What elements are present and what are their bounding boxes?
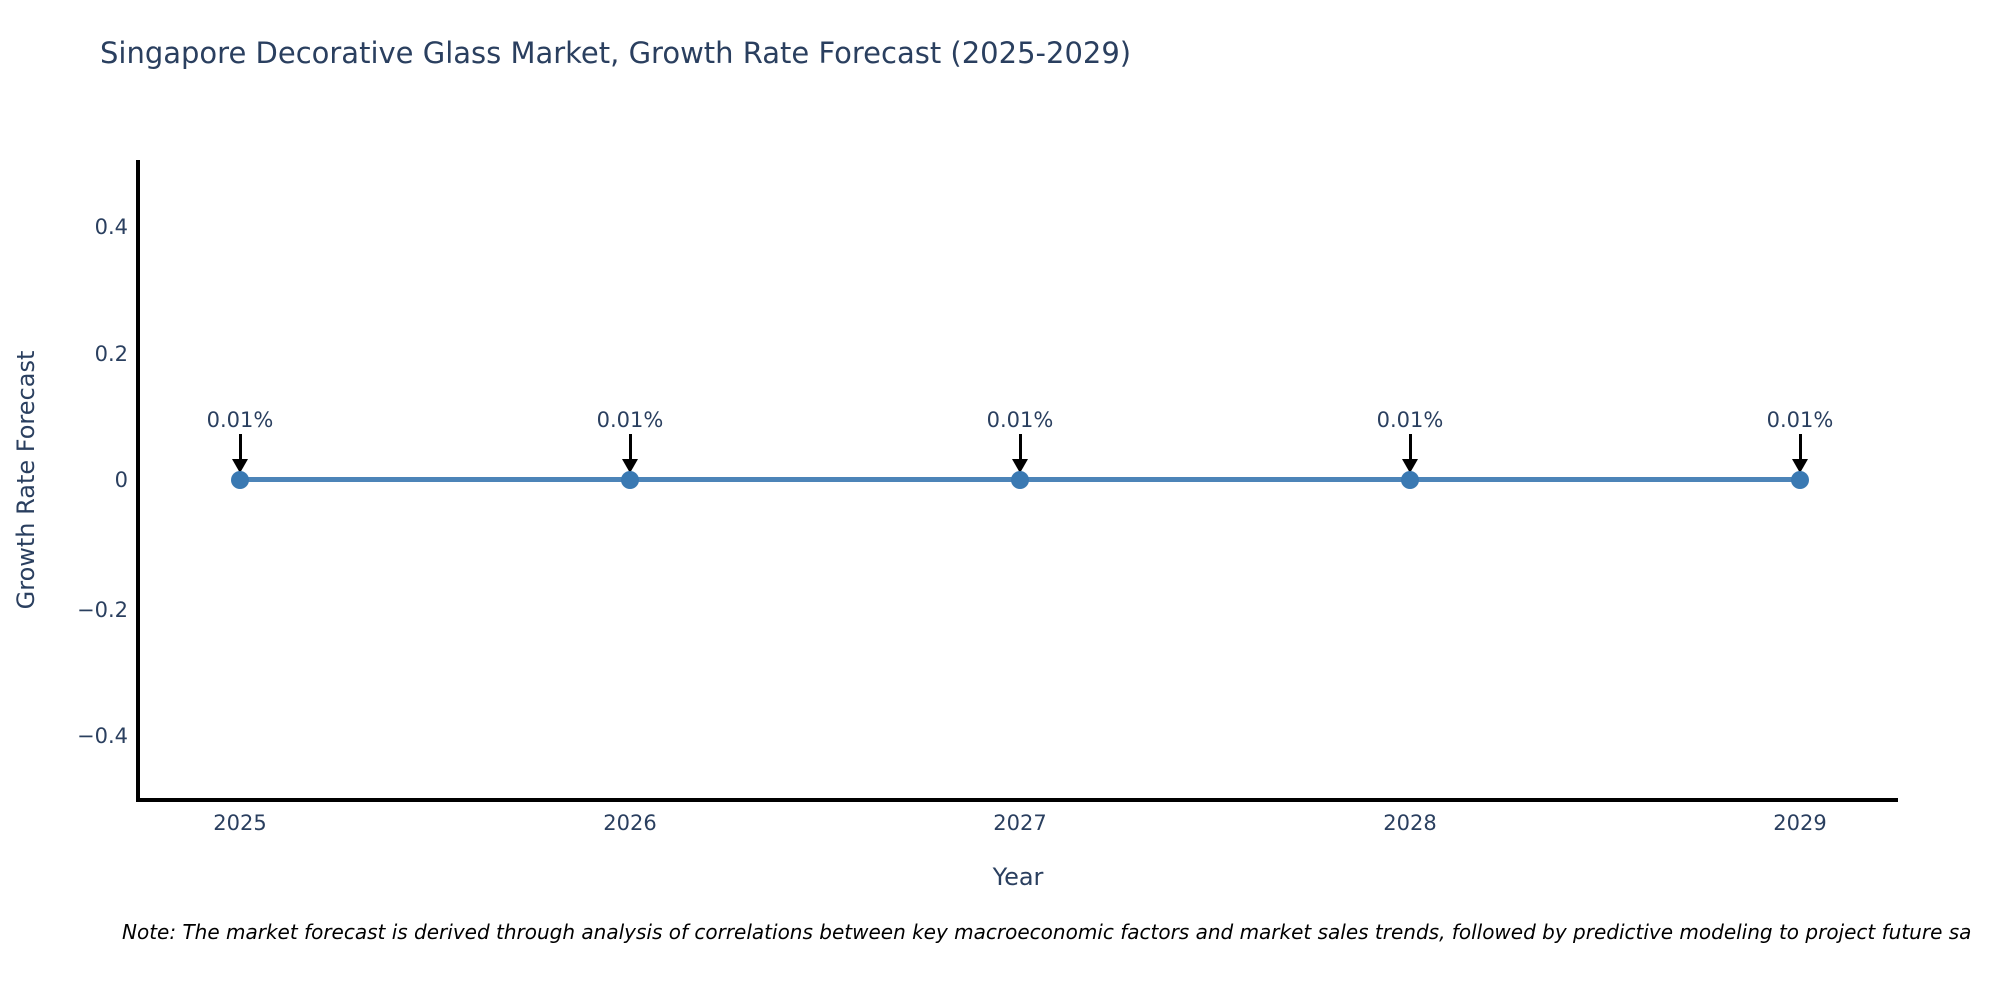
annotation-arrow [1018,434,1022,462]
y-tick-label: −0.4 [77,724,128,748]
annotation-arrowhead-icon [1012,459,1028,473]
y-axis-line [136,160,140,802]
y-tick-label: −0.2 [77,598,128,622]
data-point-label: 0.01% [986,408,1054,432]
y-tick-label: 0 [114,468,128,492]
x-tick-label: 2027 [993,811,1047,835]
annotation-arrowhead-icon [232,459,248,473]
y-tick-label: 0.2 [94,342,128,366]
annotation-arrowhead-icon [1792,459,1808,473]
annotation-arrow [238,434,242,462]
annotation-arrow [1408,434,1412,462]
annotation-arrowhead-icon [622,459,638,473]
x-axis-line [136,798,1898,802]
chart-title: Singapore Decorative Glass Market, Growt… [100,36,1132,70]
y-axis-title: Growth Rate Forecast [12,350,40,610]
x-tick-label: 2026 [603,811,657,835]
data-point-label: 0.01% [596,408,664,432]
data-point-marker[interactable] [231,471,249,489]
x-tick-label: 2028 [1383,811,1437,835]
x-tick-label: 2029 [1773,811,1827,835]
annotation-arrowhead-icon [1402,459,1418,473]
data-point-marker[interactable] [1401,471,1419,489]
data-point-marker[interactable] [621,471,639,489]
data-point-marker[interactable] [1791,471,1809,489]
y-tick-label: 0.4 [94,215,128,239]
annotation-arrow [628,434,632,462]
data-point-label: 0.01% [1376,408,1444,432]
chart-footnote: Note: The market forecast is derived thr… [122,920,1972,944]
data-point-marker[interactable] [1011,471,1029,489]
data-point-label: 0.01% [1766,408,1834,432]
x-tick-label: 2025 [213,811,267,835]
data-point-label: 0.01% [206,408,274,432]
annotation-arrow [1798,434,1802,462]
x-axis-title: Year [992,863,1044,891]
